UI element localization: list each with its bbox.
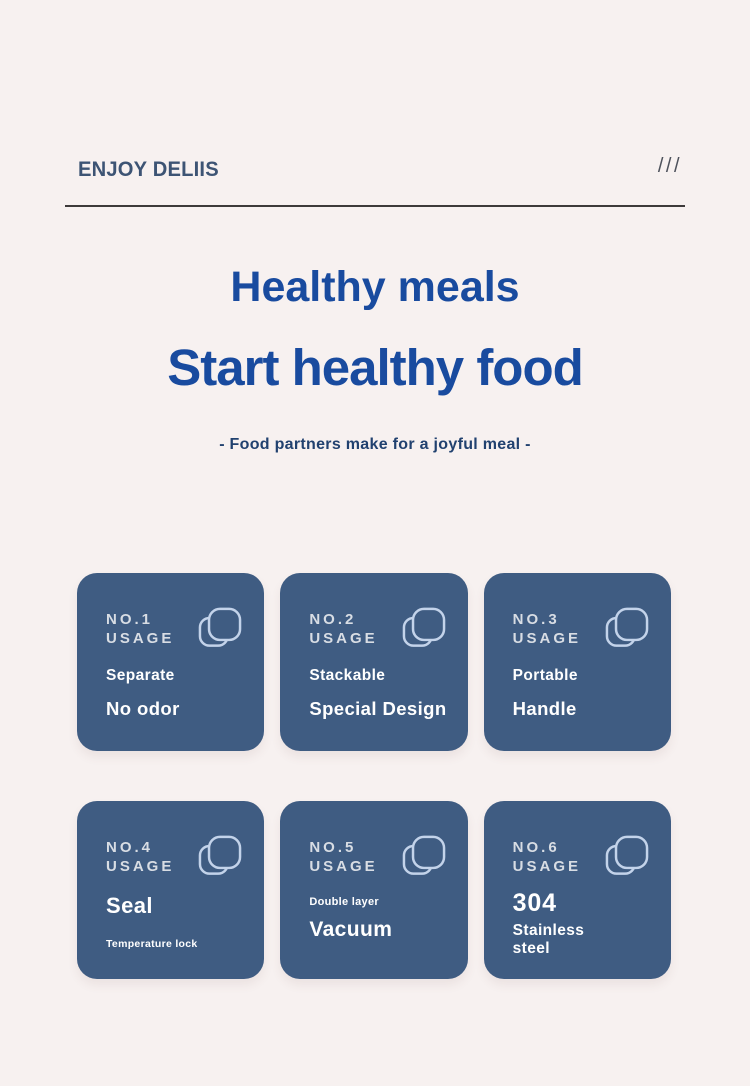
feature-card-2: NO.2 USAGE Stackable Special Design (280, 573, 468, 751)
card-usage-text: USAGE (309, 858, 378, 875)
card-feature-line: 304 (512, 889, 557, 917)
card-feature-line: Special Design (309, 697, 447, 719)
card-feature-line: Stainless steel (512, 921, 585, 958)
card-feature-line: Vacuum (309, 917, 393, 941)
card-head: NO.3 USAGE (513, 607, 651, 649)
divider-line (65, 205, 685, 207)
top-header: ENJOY DELIIS /// (78, 154, 682, 182)
card-usage-label: NO.3 USAGE (513, 610, 581, 648)
stacked-squares-icon (199, 607, 242, 647)
card-usage-label: NO.1 USAGE (106, 610, 174, 648)
feature-card-6: NO.6 USAGE 304 Stainless steel (483, 801, 671, 979)
card-feature-line: Handle (512, 697, 577, 719)
card-usage-label: NO.4 USAGE (106, 838, 174, 876)
triple-slash-decoration: /// (657, 154, 682, 177)
card-head: NO.1 USAGE (106, 607, 244, 649)
card-head: NO.2 USAGE (309, 607, 447, 649)
feature-card-1: NO.1 USAGE Separate No odor (77, 573, 265, 751)
card-usage-text: USAGE (512, 630, 581, 647)
card-feature-line: Temperature lock (106, 938, 198, 951)
card-usage-text: USAGE (512, 858, 581, 875)
hero-title-line1: Healthy meals (230, 263, 520, 311)
card-number: NO.5 (309, 839, 357, 856)
card-usage-text: USAGE (106, 630, 175, 647)
stacked-squares-icon (605, 607, 649, 647)
card-head: NO.6 USAGE (513, 835, 651, 877)
card-number: NO.3 (512, 611, 560, 628)
stacked-squares-icon (605, 835, 649, 875)
hero-title-line2: Start healthy food (167, 339, 584, 396)
stacked-squares-icon (402, 835, 445, 875)
card-number: NO.2 (309, 611, 357, 628)
card-number: NO.4 (106, 839, 154, 856)
card-usage-label: NO.6 USAGE (513, 838, 581, 876)
stacked-squares-icon (402, 607, 445, 647)
card-usage-text: USAGE (106, 858, 175, 875)
card-feature-line: Stackable (309, 667, 386, 684)
card-feature-line: Separate (106, 667, 175, 684)
card-usage-text: USAGE (309, 630, 378, 647)
card-number: NO.6 (512, 839, 560, 856)
feature-card-3: NO.3 USAGE Portable Handle (483, 573, 671, 751)
stacked-squares-icon (199, 835, 242, 875)
card-usage-label: NO.2 USAGE (309, 610, 377, 648)
hero-tagline: - Food partners make for a joyful meal - (219, 436, 531, 453)
card-head: NO.4 USAGE (106, 835, 244, 877)
feature-card-4: NO.4 USAGE Seal Temperature lock (77, 801, 265, 979)
card-head: NO.5 USAGE (309, 835, 447, 877)
card-usage-label: NO.5 USAGE (309, 838, 377, 876)
card-feature-line: No odor (106, 697, 180, 719)
card-feature-line: Seal (106, 893, 153, 918)
brand-logo-text: ENJOY DELIIS (78, 158, 219, 181)
feature-card-5: NO.5 USAGE Double layer Vacuum (280, 801, 468, 979)
feature-card-grid: NO.1 USAGE Separate No odor NO.2 USAGE S… (77, 573, 671, 979)
card-feature-line: Double layer (309, 896, 379, 908)
card-number: NO.1 (106, 611, 154, 628)
card-feature-line: Portable (512, 667, 578, 684)
